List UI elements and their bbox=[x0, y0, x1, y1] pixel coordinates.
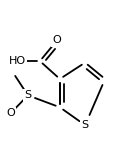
Text: HO: HO bbox=[9, 56, 26, 66]
Text: O: O bbox=[6, 108, 15, 118]
Text: S: S bbox=[24, 90, 32, 100]
Text: S: S bbox=[82, 120, 89, 130]
Text: O: O bbox=[53, 35, 62, 45]
